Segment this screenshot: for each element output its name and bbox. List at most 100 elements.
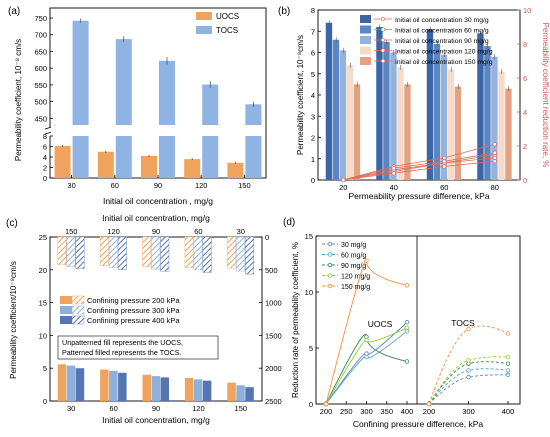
y-right-tick-label: 2500	[265, 397, 282, 406]
x-tick-label: 40	[390, 183, 398, 192]
legend-swatch	[60, 296, 72, 304]
tocs-point	[505, 361, 511, 366]
y-tick-label: 650	[34, 47, 47, 56]
legend-swatch-hatched	[71, 295, 85, 305]
y-right-tick-label: 8	[523, 40, 527, 49]
tocs-point	[466, 358, 471, 363]
bar-uocs-2	[66, 365, 76, 401]
y-tick-label: 600	[34, 64, 47, 73]
bar-uocs-3	[245, 387, 254, 401]
legend-label: Initial oil concentration 90 mg/g	[395, 38, 489, 45]
axis-gap	[51, 126, 265, 135]
legend-label: 150 mg/g	[341, 284, 370, 291]
x-tick-label: 300	[462, 407, 475, 416]
bar-tocs	[115, 39, 132, 125]
bar-1	[477, 33, 484, 180]
note-line: Unpatterned fill represents the UOCS,	[62, 338, 183, 347]
y-tick-label: 8	[311, 6, 315, 15]
legend-marker	[380, 48, 386, 53]
bar-tocs-1	[184, 236, 194, 268]
legend-swatch	[60, 316, 72, 324]
bar-tocs-2	[236, 236, 246, 272]
x-top-tick-label: 60	[194, 227, 202, 236]
bar-2	[332, 39, 340, 180]
tocs-point	[505, 372, 511, 378]
y-tick-label: 25	[39, 233, 47, 242]
uocs-point	[364, 258, 369, 263]
y-tick-label: 0	[43, 397, 47, 406]
legend-label: 30 mg/g	[341, 242, 366, 249]
y-tick-label: 5	[309, 344, 313, 353]
legend-label: Initial oil concentration 60 mg/g	[395, 28, 489, 35]
tocs-point	[466, 326, 471, 332]
legend-swatch	[60, 306, 72, 314]
bar-tocs	[159, 60, 175, 126]
bar-tocs-lower	[159, 136, 175, 178]
x-tick-label: 120	[192, 404, 205, 413]
bar-tocs-3	[202, 236, 212, 273]
legend-marker	[380, 58, 386, 64]
uocs-point	[404, 320, 410, 325]
bar-3	[440, 54, 448, 180]
x-top-axis-label: Initial oil concentration, mg/g	[102, 213, 210, 223]
y-tick-label: 20	[39, 266, 47, 275]
bar-tocs-1	[99, 236, 109, 267]
reduction-point	[442, 164, 447, 169]
bar-tocs-3	[245, 236, 255, 275]
y-tick-label: 10	[305, 288, 313, 297]
tocs-point	[426, 401, 432, 407]
y-axis-label: Reduction rate of permeability coefficie…	[291, 242, 300, 398]
x-tick-label: 60	[109, 404, 117, 413]
y-axis-label: Permeability coefficient, 10⁻⁸ cm/s	[14, 39, 23, 161]
uocs-point	[364, 354, 369, 360]
bar-2	[484, 46, 491, 180]
bar-3	[491, 56, 498, 180]
legend-label: UOCS	[216, 12, 239, 21]
x-tick-label: 400	[502, 407, 515, 416]
legend-swatch	[196, 12, 212, 20]
panel-b-tag: (b)	[278, 6, 290, 17]
bar-3	[339, 50, 347, 180]
bar-tocs-2	[151, 236, 161, 270]
y-right-axis-label: Permeability coefficient reduction rate,…	[541, 23, 550, 168]
legend-label: Confining pressure 400 kPa	[87, 316, 180, 325]
legend-marker	[380, 37, 386, 43]
bar-tocs	[245, 104, 262, 125]
legend-marker	[327, 262, 333, 268]
legend-marker	[380, 27, 386, 32]
axis-break-mask	[46, 127, 54, 136]
bar-tocs-3	[75, 236, 85, 269]
note-box	[57, 335, 219, 360]
y-tick-label: 500	[34, 98, 47, 107]
tocs-point	[505, 331, 511, 336]
legend-label: 120 mg/g	[341, 274, 370, 281]
legend-swatch	[360, 57, 371, 65]
bar-4	[447, 69, 455, 180]
legend-swatch	[360, 46, 371, 55]
bar-uocs-3	[202, 380, 212, 401]
bar-tocs-lower	[202, 136, 219, 178]
bar-tocs-3	[160, 236, 170, 272]
x-tick-label: 120	[195, 181, 208, 190]
bar-2	[433, 44, 441, 180]
x-tick-label: 300	[360, 407, 373, 416]
legend-label: Confining pressure 300 kPa	[87, 306, 180, 315]
bar-1	[325, 22, 333, 180]
panel-a-tag: (a)	[8, 6, 20, 17]
tocs-point	[505, 354, 511, 360]
region-label-uocs: UOCS	[368, 319, 393, 329]
reduction-line	[343, 160, 495, 181]
bar-tocs-lower	[245, 136, 262, 178]
y-axis-label: Permeability coefficient/10⁻⁸cm/s	[9, 261, 18, 379]
y-tick-label: 2	[43, 164, 47, 173]
bar-uocs-2	[109, 370, 118, 401]
reduction-point	[391, 165, 396, 171]
tocs-curve	[428, 356, 509, 405]
bar-4	[498, 71, 505, 180]
legend-marker	[327, 252, 333, 257]
legend-swatch	[360, 15, 371, 23]
reduction-line	[343, 157, 495, 181]
legend-swatch-hatched	[71, 305, 85, 315]
bar-1	[426, 29, 434, 180]
tocs-point	[505, 368, 511, 373]
